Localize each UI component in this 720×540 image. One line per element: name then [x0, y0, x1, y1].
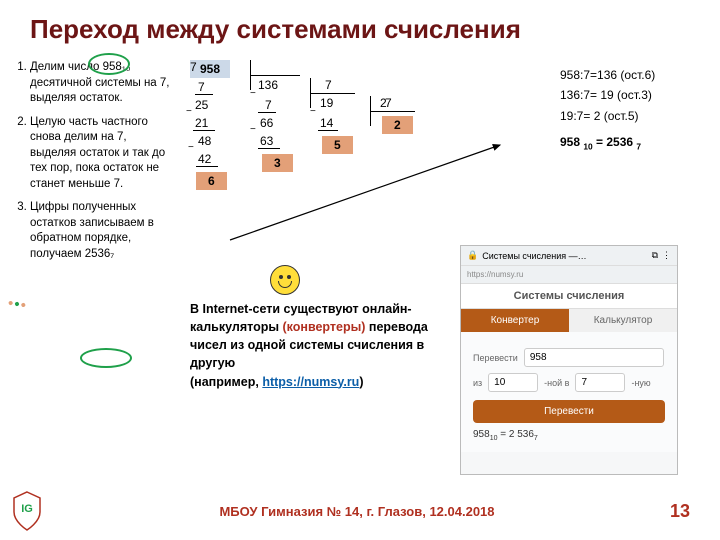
input-to-base[interactable] — [575, 373, 625, 392]
rem-2: 2 — [382, 116, 413, 134]
numsy-link[interactable]: https://numsy.ru — [262, 375, 359, 389]
convert-button[interactable]: Перевести — [473, 400, 665, 423]
phone-addrbar: 🔒 Системы счисления —… ⧉ ⋮ — [461, 246, 677, 266]
circle-2536 — [80, 348, 132, 368]
steps-list: Делим число 958₁₀ десятичной системы на … — [14, 60, 174, 270]
lbl-convert: Перевести — [473, 353, 518, 363]
c1s2: 63 — [260, 134, 273, 148]
internet-note: В Internet-сети существуют онлайн-кальку… — [190, 300, 450, 391]
div-d1: 7 — [190, 60, 197, 74]
lbl-totxt: -ную — [631, 378, 650, 388]
page-title: Переход между системами счисления — [0, 0, 720, 53]
c0s0: 7 — [198, 80, 205, 94]
long-division: 958 7 7 25 − 21 48 − 42 6 136 7 7 − 66 −… — [190, 60, 560, 270]
c0s4: 42 — [198, 152, 211, 166]
page-number: 13 — [670, 501, 690, 522]
menu-icon: ⋮ — [662, 250, 671, 261]
rem-5: 5 — [322, 136, 353, 154]
input-from-base[interactable] — [488, 373, 538, 392]
c1s1: 66 — [260, 116, 273, 130]
tab-converter[interactable]: Конвертер — [461, 309, 569, 332]
div-d2: 7 — [325, 78, 332, 92]
input-number[interactable] — [524, 348, 664, 367]
lbl-fromtxt: -ной в — [544, 378, 569, 388]
footer-text: МБОУ Гимназия № 14, г. Глазов, 12.04.201… — [44, 504, 670, 519]
c0s3: 48 — [198, 134, 211, 148]
sc-line-1: 958:7=136 (ост.6) — [560, 65, 655, 85]
sc-result: 958 10 = 2536 7 — [560, 132, 655, 154]
q136: 136 — [258, 78, 278, 92]
phone-mock: 🔒 Системы счисления —… ⧉ ⋮ https://numsy… — [460, 245, 678, 475]
step-2: Целую часть частного снова делим на 7, в… — [30, 115, 174, 193]
c0s1: 25 — [195, 98, 208, 112]
footer: IG МБОУ Гимназия № 14, г. Глазов, 12.04.… — [0, 490, 720, 532]
smiley-icon — [270, 265, 300, 295]
side-calculations: 958:7=136 (ост.6) 136:7= 19 (ост.3) 19:7… — [560, 65, 655, 154]
share-icon: ⧉ — [652, 250, 658, 261]
q19: 19 — [320, 96, 333, 110]
sc-line-3: 19:7= 2 (ост.5) — [560, 106, 655, 126]
tab-calculator[interactable]: Калькулятор — [569, 309, 677, 332]
c1s0: 7 — [265, 98, 272, 112]
c2s0: 14 — [320, 116, 333, 130]
school-logo: IG — [10, 490, 44, 532]
lock-icon: 🔒 — [467, 250, 478, 261]
decoration-dots — [14, 301, 19, 306]
step-3: Цифры полученных остатков записываем в о… — [30, 200, 174, 262]
phone-output: 95810 = 2 5367 — [473, 429, 665, 442]
c0s2: 21 — [195, 116, 208, 130]
svg-text:IG: IG — [21, 503, 33, 515]
q2: 2 — [380, 96, 387, 110]
lbl-from: из — [473, 378, 482, 388]
sc-line-2: 136:7= 19 (ост.3) — [560, 85, 655, 105]
circle-958 — [88, 53, 130, 75]
phone-url: https://numsy.ru — [461, 266, 677, 284]
phone-header: Системы счисления — [461, 284, 677, 309]
rem-6: 6 — [196, 172, 227, 190]
rem-3: 3 — [262, 154, 293, 172]
phone-addr-title: Системы счисления —… — [482, 251, 647, 261]
